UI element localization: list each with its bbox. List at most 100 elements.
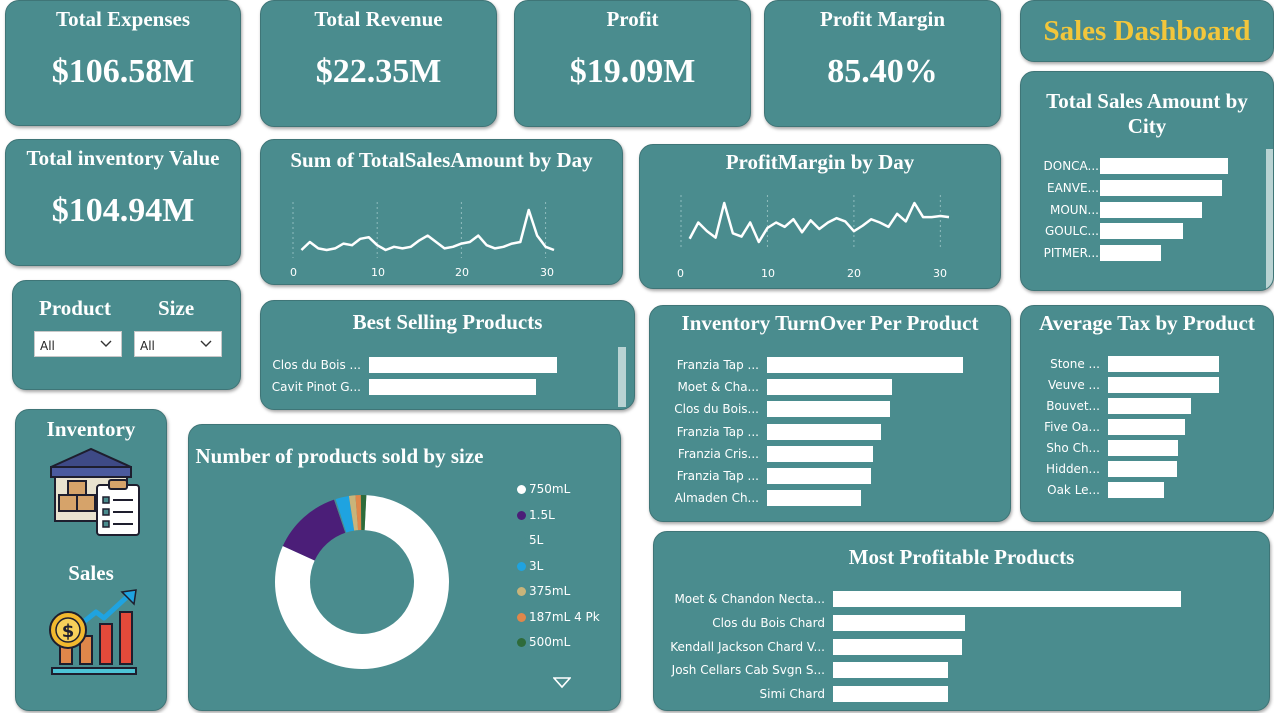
- series-line[interactable]: [688, 201, 950, 244]
- kpi-title: Profit: [606, 7, 659, 31]
- kpi-title: Profit Margin: [820, 7, 945, 31]
- scrollbar[interactable]: [1266, 149, 1273, 289]
- bar[interactable]: [833, 614, 965, 631]
- bar-category-label: EANVE...: [1046, 180, 1099, 195]
- kpi-title: Total Expenses: [55, 7, 190, 31]
- visual-title: Number of products sold by size: [195, 444, 484, 468]
- bar[interactable]: [833, 662, 948, 679]
- bar[interactable]: [767, 401, 890, 418]
- visual-title: Average Tax by Product: [1039, 311, 1255, 335]
- bar-category-label: PITMER...: [1043, 246, 1099, 261]
- bar[interactable]: [1100, 201, 1202, 218]
- most-profitable-card: Most Profitable Products Moet & Chandon …: [653, 531, 1270, 711]
- sales-by-day-chart: [292, 202, 555, 258]
- bar[interactable]: [1100, 223, 1183, 240]
- bar[interactable]: [1108, 482, 1164, 498]
- bar-category-label: Josh Cellars Cab Svgn S...: [671, 663, 825, 678]
- bar[interactable]: [767, 423, 881, 440]
- product-dropdown-value: All: [40, 339, 55, 353]
- series-line[interactable]: [300, 208, 555, 252]
- bar-category-label: Franzia Tap ...: [676, 469, 759, 483]
- visual-title: Most Profitable Products: [848, 545, 1075, 569]
- nav-card: Inventory Sales $: [15, 409, 167, 711]
- donut-slice[interactable]: [348, 495, 359, 531]
- legend-scroll-down-icon[interactable]: [553, 677, 571, 689]
- donut-slice[interactable]: [334, 499, 347, 533]
- kpi-total-expenses-card: Total Expenses $106.58M: [5, 0, 241, 126]
- donut-slice[interactable]: [335, 495, 355, 533]
- dashboard-title: Sales Dashboard: [1043, 15, 1251, 47]
- bar[interactable]: [369, 357, 557, 373]
- average-tax-card: Average Tax by Product Stone ... Veuve ..…: [1020, 305, 1274, 522]
- svg-text:$: $: [62, 621, 75, 642]
- product-dropdown[interactable]: All: [34, 331, 122, 357]
- inventory-nav-label[interactable]: Inventory: [46, 417, 136, 441]
- bar-category-label: Clos du Bois ...: [272, 358, 361, 372]
- bar-category-label: Veuve ...: [1047, 378, 1100, 392]
- bar[interactable]: [767, 445, 873, 462]
- size-dropdown[interactable]: All: [134, 331, 222, 357]
- bar[interactable]: [369, 379, 536, 395]
- legend-marker: [517, 612, 526, 622]
- bar-category-label: Cavit Pinot G...: [271, 380, 361, 394]
- sales-growth-icon[interactable]: $: [46, 588, 146, 680]
- sales-nav-label[interactable]: Sales: [68, 561, 114, 585]
- warehouse-inventory-icon[interactable]: [45, 445, 145, 537]
- legend-marker: [517, 485, 526, 494]
- x-tick-label: 10: [761, 267, 775, 280]
- kpi-title: Total inventory Value: [26, 146, 220, 170]
- bar-category-label: Almaden Ch...: [674, 491, 759, 506]
- best-selling-card: Best Selling Products Clos du Bois ... Ca…: [260, 300, 635, 410]
- bar-category-label: DONCA...: [1043, 159, 1099, 173]
- legend-label[interactable]: 187mL 4 Pk: [529, 609, 600, 624]
- legend-label[interactable]: 5L: [529, 533, 544, 547]
- x-tick-label: 0: [677, 267, 684, 280]
- bar-category-label: Oak Le...: [1047, 483, 1100, 497]
- x-tick-label: 0: [290, 266, 297, 279]
- bar[interactable]: [833, 686, 948, 703]
- legend-label[interactable]: 500mL: [529, 635, 571, 649]
- bar[interactable]: [767, 357, 963, 373]
- visual-title: ProfitMargin by Day: [725, 150, 915, 174]
- donut-slice[interactable]: [275, 495, 449, 669]
- bar[interactable]: [767, 468, 871, 484]
- bar[interactable]: [1108, 419, 1185, 435]
- bar[interactable]: [1108, 356, 1219, 372]
- bar-category-label: Franzia Tap ...: [676, 424, 759, 439]
- donut-slice[interactable]: [360, 495, 367, 531]
- bar[interactable]: [833, 638, 962, 655]
- bar[interactable]: [833, 591, 1181, 607]
- bar[interactable]: [1108, 398, 1191, 414]
- bar-category-label: Hidden...: [1045, 462, 1100, 476]
- kpi-value: 85.40%: [827, 53, 938, 90]
- legend-label[interactable]: 750mL: [529, 482, 571, 496]
- products-by-size-card: Number of products sold by size 750mL 1.5…: [188, 424, 621, 711]
- bar[interactable]: [1100, 245, 1161, 262]
- legend-marker: [517, 561, 526, 571]
- bar[interactable]: [767, 490, 861, 507]
- legend-label[interactable]: 1.5L: [529, 507, 555, 522]
- bar-category-label: MOUN...: [1049, 202, 1099, 217]
- bar[interactable]: [1108, 461, 1177, 477]
- bar[interactable]: [1100, 158, 1228, 174]
- bar-category-label: Clos du Bois Chard: [712, 615, 825, 630]
- bar-category-label: Moet & Cha...: [677, 380, 759, 395]
- legend-label[interactable]: 3L: [529, 558, 544, 573]
- kpi-title: Total Revenue: [314, 7, 443, 31]
- donut-slice[interactable]: [355, 495, 362, 531]
- bar[interactable]: [1108, 440, 1178, 456]
- x-tick-label: 20: [847, 267, 861, 280]
- size-slicer-label: Size: [158, 296, 195, 320]
- scrollbar[interactable]: [618, 347, 626, 407]
- profit-margin-by-day-card: ProfitMargin by Day 0 10 20 30: [639, 144, 1001, 289]
- bar[interactable]: [767, 379, 892, 396]
- bar[interactable]: [1100, 179, 1222, 196]
- kpi-total-revenue-card: Total Revenue $22.35M: [260, 0, 497, 127]
- legend-marker: [517, 536, 526, 545]
- kpi-value: $19.09M: [569, 53, 696, 90]
- bar-category-label: Franzia Tap ...: [676, 358, 759, 372]
- bar[interactable]: [1108, 377, 1219, 393]
- legend-label[interactable]: 375mL: [529, 584, 571, 598]
- donut-slice[interactable]: [282, 499, 346, 561]
- kpi-value: $22.35M: [315, 53, 442, 90]
